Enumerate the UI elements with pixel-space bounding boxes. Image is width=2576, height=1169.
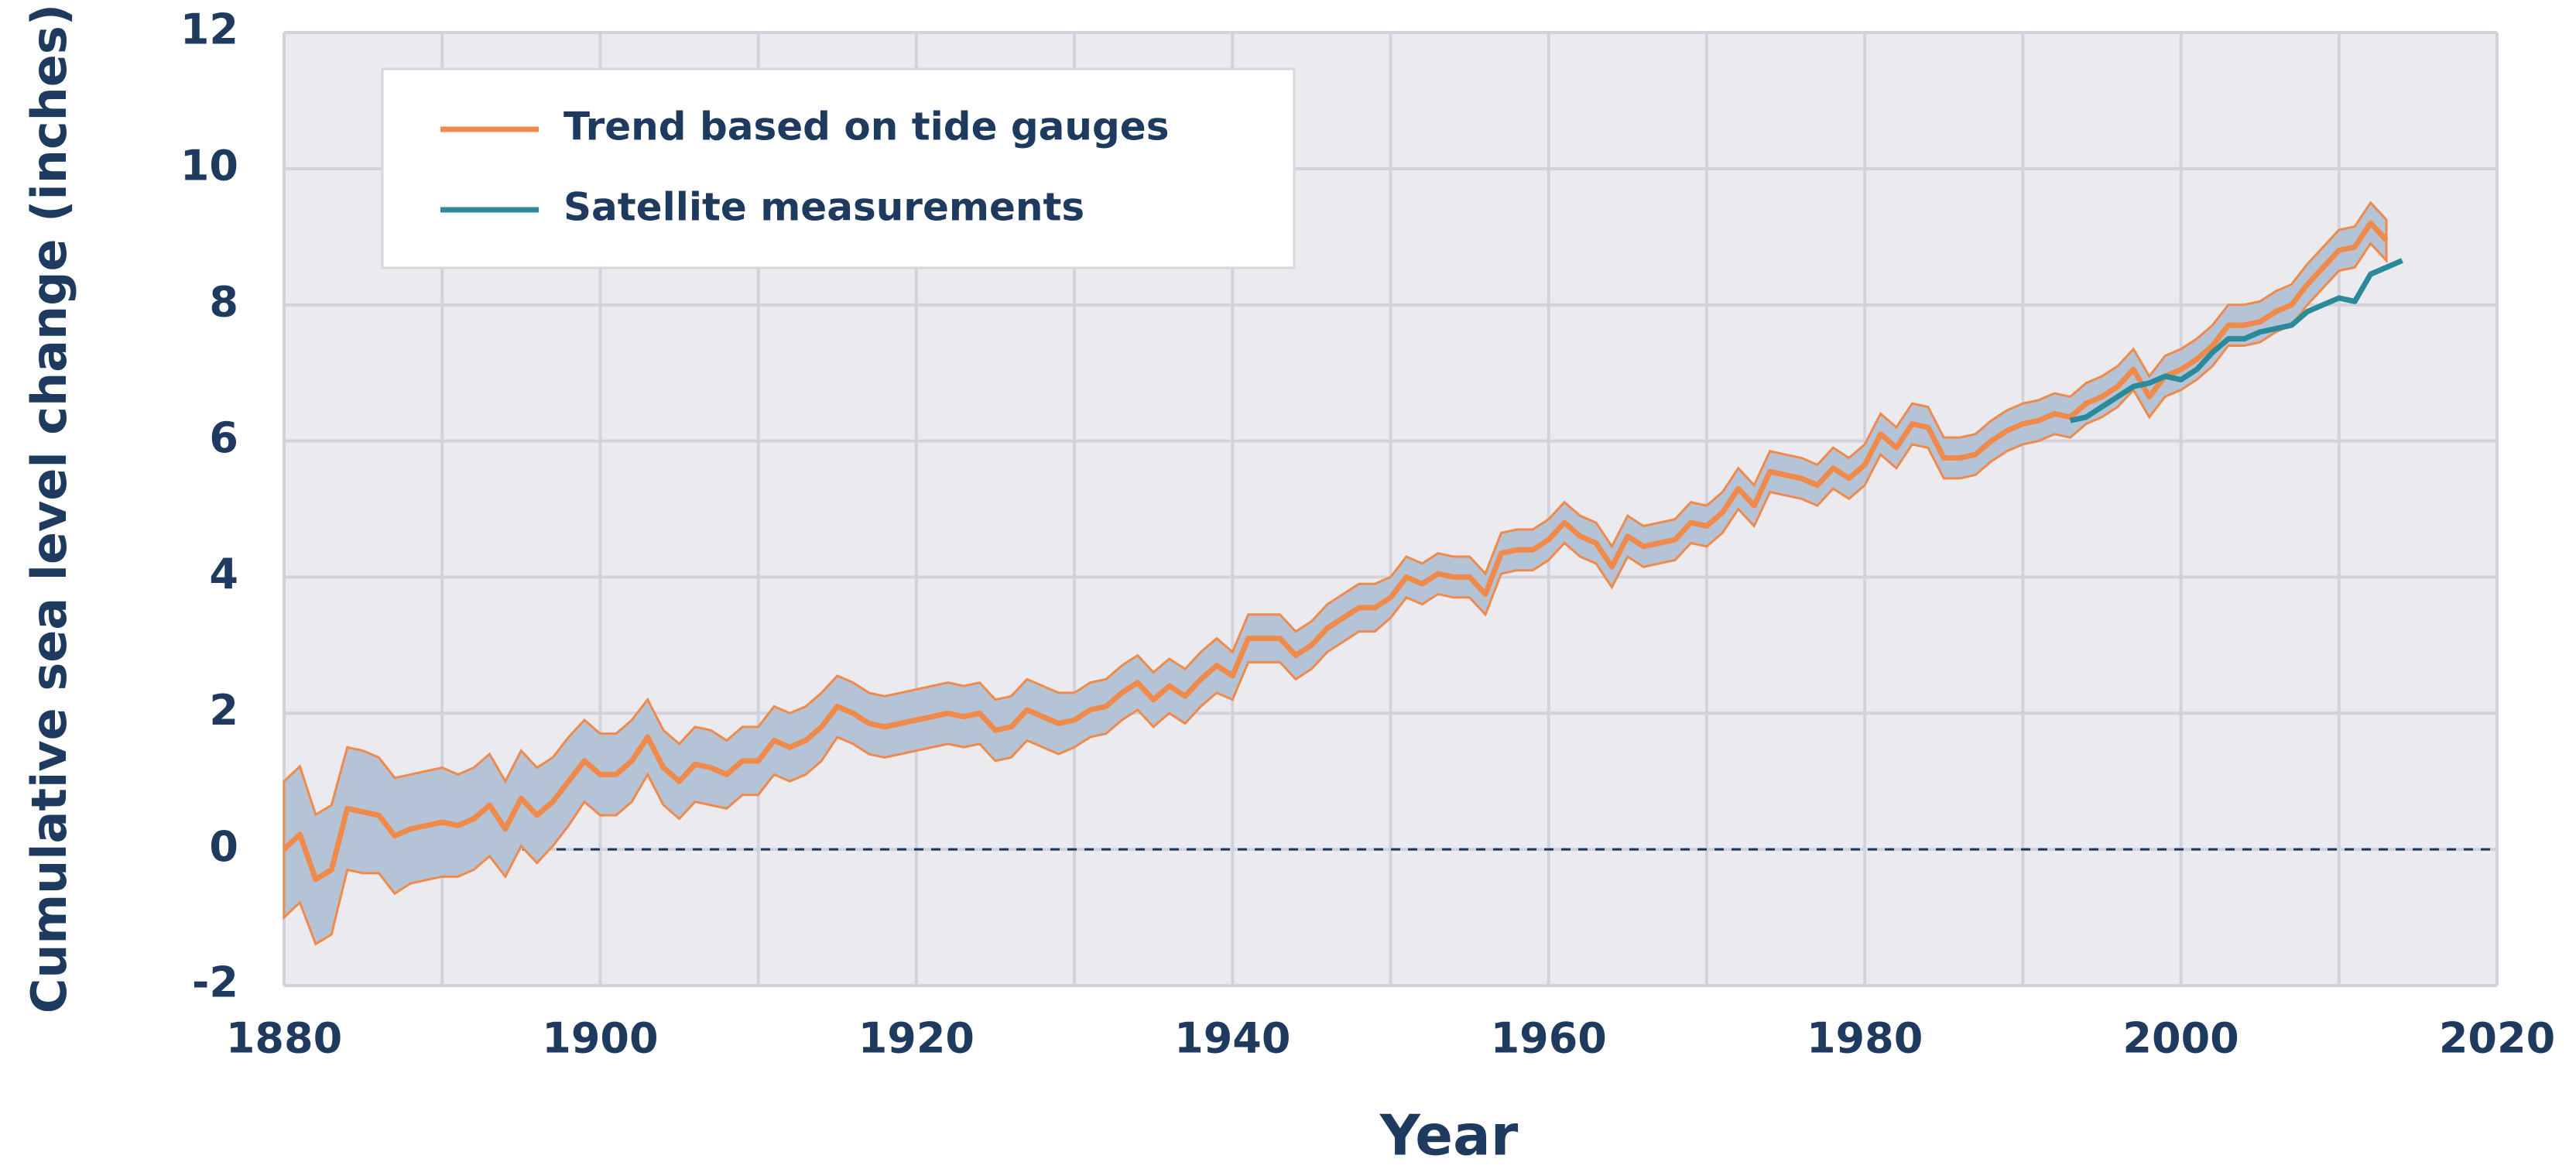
y-tick-label: -2 — [192, 958, 238, 1007]
legend-label: Trend based on tide gauges — [564, 105, 1169, 149]
y-tick-label: 0 — [209, 822, 238, 871]
series-line — [282, 220, 2389, 883]
x-tick-label: 1920 — [858, 1014, 975, 1063]
y-tick-label: 8 — [209, 277, 238, 326]
marks — [282, 201, 2497, 946]
series-line — [2069, 258, 2403, 423]
y-tick-label: 4 — [209, 550, 238, 598]
x-axis-label: Year — [1379, 1103, 1519, 1168]
x-tick-label: 1900 — [542, 1014, 658, 1063]
x-tick-label: 1880 — [226, 1014, 342, 1063]
x-tick-label: 2020 — [2439, 1014, 2555, 1063]
x-tick-label: 2000 — [2122, 1014, 2239, 1063]
x-tick-label: 1940 — [1174, 1014, 1290, 1063]
y-tick-label: 12 — [180, 5, 238, 54]
y-tick-label: 2 — [209, 686, 238, 735]
legend-box — [381, 67, 1296, 269]
y-tick-label: 6 — [209, 413, 238, 462]
y-tick-label: 10 — [180, 141, 238, 190]
x-tick-label: 1960 — [1491, 1014, 1607, 1063]
legend-label: Satellite measurements — [564, 185, 1084, 230]
uncertainty-band — [283, 201, 2388, 946]
y-axis-label: Cumulative sea level change (inches) — [21, 4, 77, 1013]
x-tick-label: 1980 — [1807, 1014, 1923, 1063]
